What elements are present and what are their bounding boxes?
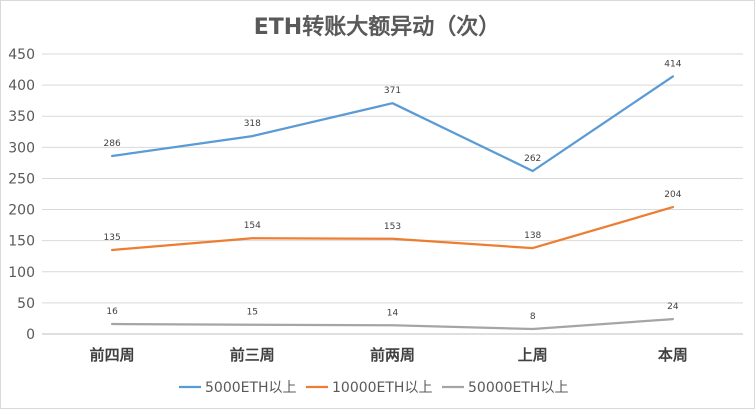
y-tick-label: 50 xyxy=(17,296,35,312)
gridlines xyxy=(42,53,743,335)
data-label: 371 xyxy=(384,86,401,96)
y-tick-label: 200 xyxy=(8,203,35,219)
series-line xyxy=(110,317,675,331)
y-tick-label: 250 xyxy=(8,171,35,187)
x-axis: 前四周 前三周 前两周 上周 本周 xyxy=(90,346,688,364)
data-label: 414 xyxy=(664,59,681,69)
y-tick-label: 0 xyxy=(26,327,35,343)
series-line xyxy=(110,205,675,252)
data-label: 154 xyxy=(244,221,261,231)
data-label: 15 xyxy=(247,308,258,318)
legend-label: 5000ETH以上 xyxy=(205,380,297,396)
data-label: 138 xyxy=(524,231,541,241)
x-tick-label: 本周 xyxy=(658,346,688,364)
y-axis: 0 50 100 150 200 250 300 350 400 450 xyxy=(8,47,35,343)
x-tick-label: 前三周 xyxy=(230,346,275,364)
y-tick-label: 300 xyxy=(8,140,35,156)
series-line xyxy=(110,75,675,173)
chart-title: ETH转账大额异动（次） xyxy=(254,14,500,40)
data-label: 135 xyxy=(104,233,121,243)
x-tick-label: 前两周 xyxy=(370,346,415,364)
y-tick-label: 150 xyxy=(8,234,35,250)
x-tick-label: 上周 xyxy=(518,346,548,364)
data-label: 318 xyxy=(244,119,261,129)
data-label: 14 xyxy=(387,308,399,318)
x-tick-label: 前四周 xyxy=(90,346,135,364)
data-label: 262 xyxy=(524,154,541,164)
data-label: 204 xyxy=(664,190,681,200)
legend-label: 50000ETH以上 xyxy=(468,380,568,396)
legend: 5000ETH以上 10000ETH以上 50000ETH以上 xyxy=(179,380,568,396)
data-label: 8 xyxy=(530,312,536,322)
data-label: 16 xyxy=(106,307,118,317)
y-tick-label: 400 xyxy=(8,78,35,94)
data-label: 24 xyxy=(667,302,679,312)
series-lines xyxy=(110,75,675,331)
y-tick-label: 450 xyxy=(8,47,35,63)
y-tick-label: 350 xyxy=(8,109,35,125)
legend-label: 10000ETH以上 xyxy=(332,380,432,396)
data-label: 153 xyxy=(384,222,401,232)
y-tick-label: 100 xyxy=(8,265,35,281)
data-labels: 286 318 371 262 414 135 154 153 138 204 16 15 14 8 24 xyxy=(104,59,682,322)
data-label: 286 xyxy=(104,139,121,149)
